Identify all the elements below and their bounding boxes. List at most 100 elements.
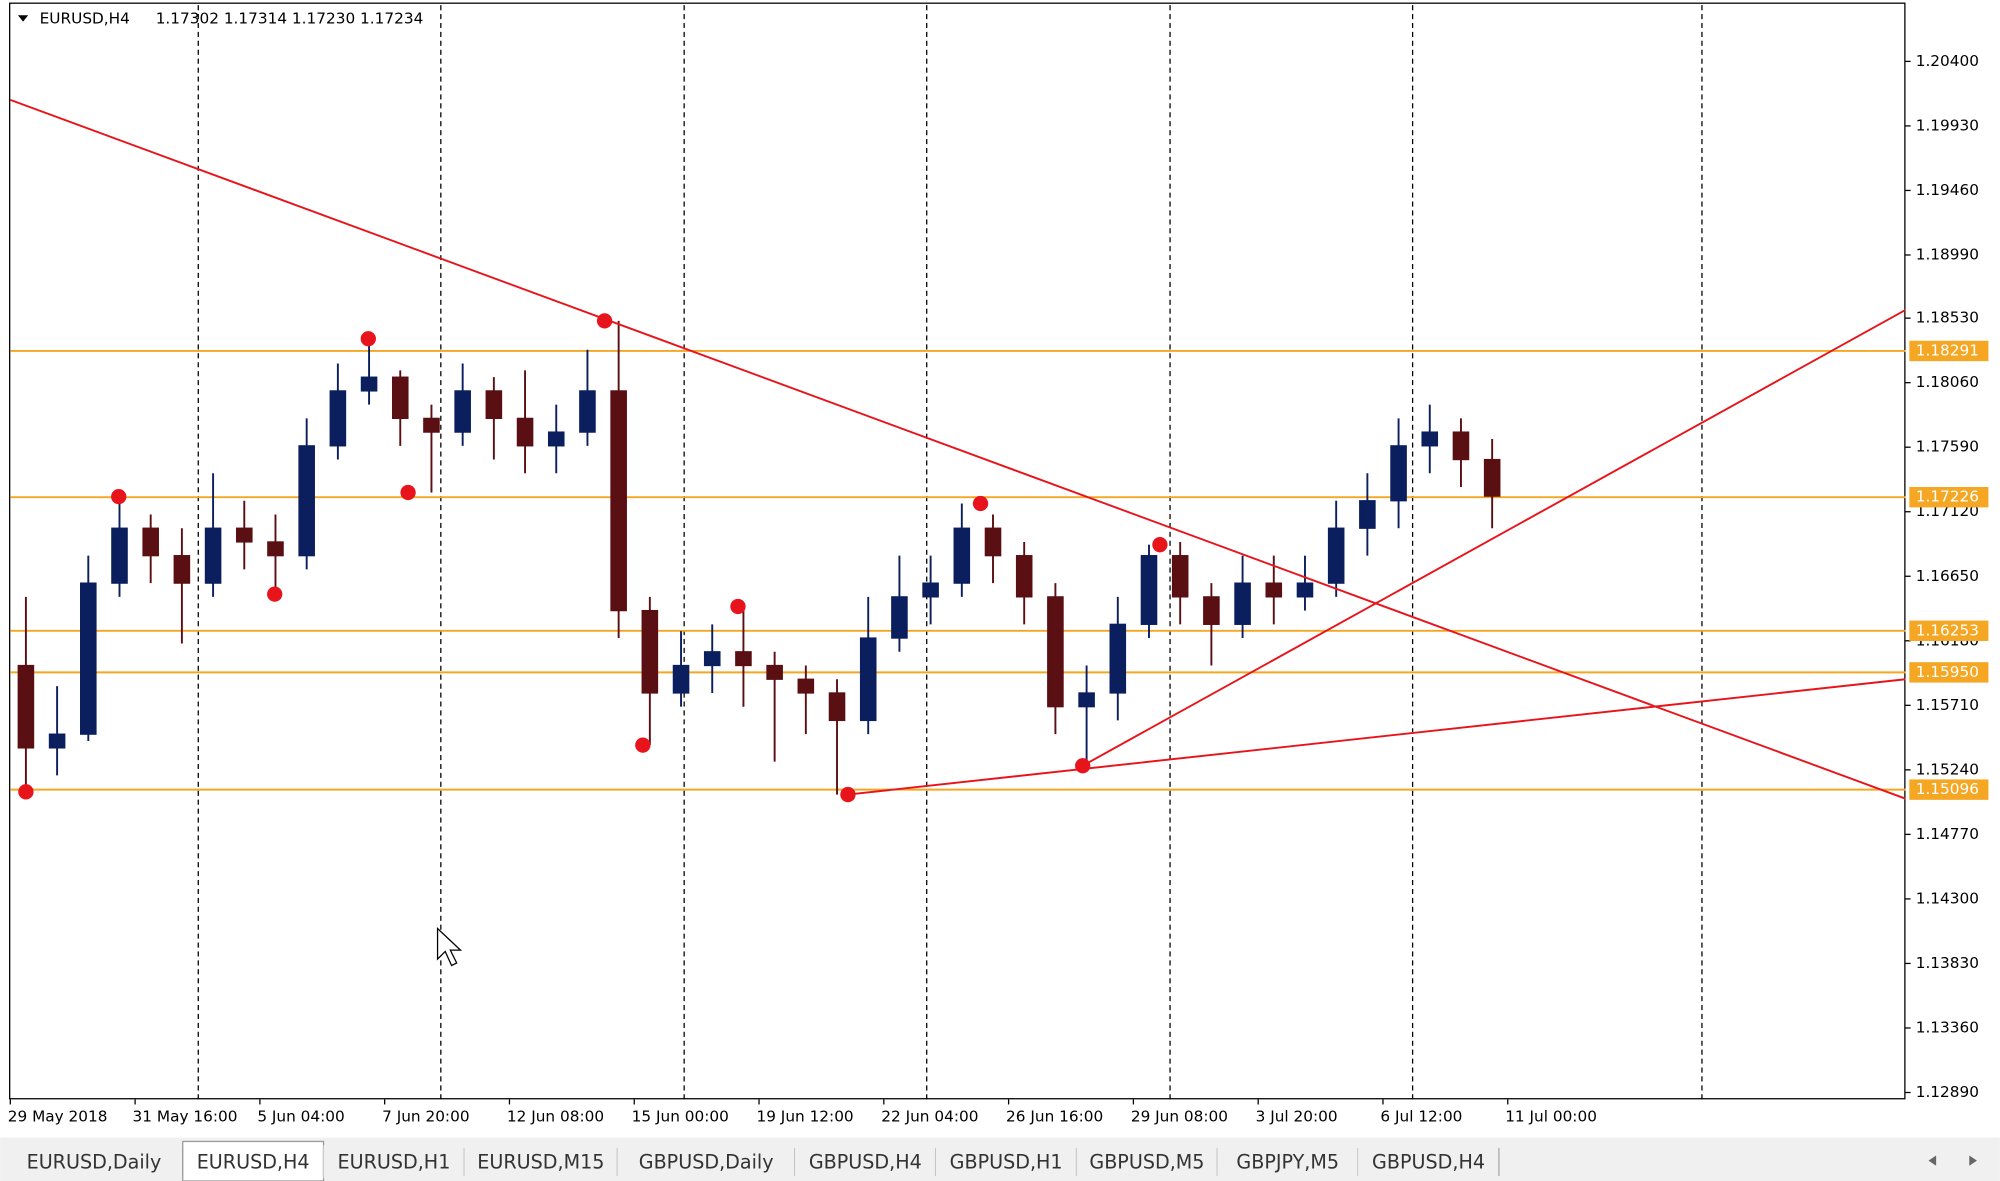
x-tick-label: 6 Jul 12:00 [1380, 1108, 1462, 1126]
chart-tab[interactable]: GBPUSD,H4 [794, 1145, 937, 1179]
candle-body [953, 527, 971, 584]
candle-body [1203, 596, 1220, 625]
tab-background [935, 1145, 1077, 1179]
candle-body [859, 637, 877, 722]
tab-label: GBPUSD,H4 [1372, 1151, 1485, 1174]
candle-body [516, 417, 534, 447]
candle-body [1140, 555, 1158, 625]
candle-body [48, 733, 66, 749]
candle-body [298, 445, 315, 557]
candle-body [80, 582, 97, 735]
pivot-point [596, 313, 613, 329]
candle-body [204, 527, 222, 584]
candle-body [1265, 582, 1283, 598]
price-level-label: 1.16253 [1916, 621, 1979, 639]
x-tick-label: 7 Jun 20:00 [382, 1108, 469, 1126]
candle-body [391, 376, 409, 420]
trend-line [9, 98, 1906, 800]
chart-tab[interactable]: EURUSD,Daily [5, 1145, 184, 1179]
chart-tab[interactable]: EURUSD,M15 [464, 1145, 619, 1179]
pivot-point [840, 786, 856, 803]
tab-label: GBPUSD,H4 [809, 1151, 922, 1174]
candle-body [1483, 458, 1501, 497]
candle-body [735, 651, 752, 667]
chart-layer: 1.20400 1.19930 1.19460 1.18990 1.18530 1.180… [8, 5, 1989, 1126]
y-tick-label: 1.13830 [1916, 954, 1979, 972]
x-tick-label: 29 May 2018 [8, 1108, 108, 1126]
tab-label: EURUSD,H4 [197, 1151, 310, 1174]
tab-background [464, 1145, 618, 1179]
x-tick-label: 3 Jul 20:00 [1256, 1108, 1338, 1126]
candle-body [1390, 445, 1407, 502]
y-tick-label: 1.18530 [1916, 309, 1979, 327]
tab-background [1358, 1145, 1499, 1179]
tab-background [617, 1145, 795, 1179]
symbol-title: EURUSD,H4 [40, 10, 130, 28]
candle-body [797, 678, 815, 694]
tab-background [1076, 1145, 1218, 1179]
y-tick-label: 1.18060 [1916, 373, 1979, 391]
pivot-point [972, 495, 989, 512]
x-tick-label: 15 Jun 00:00 [632, 1108, 729, 1126]
x-tick-label: 11 Jul 00:00 [1505, 1108, 1597, 1126]
tab-label: EURUSD,Daily [27, 1151, 162, 1174]
tab-background [182, 1140, 325, 1181]
chart-tab[interactable]: EURUSD,H4 [182, 1140, 325, 1181]
candle-body [1452, 431, 1470, 461]
price-level-tag [1909, 486, 1989, 508]
tab-background [323, 1145, 465, 1179]
pivot-point [400, 484, 416, 501]
tab-label: GBPUSD,H1 [950, 1151, 1063, 1174]
tab-background [794, 1145, 936, 1179]
candle-body [1327, 527, 1345, 584]
candle-body [703, 651, 721, 667]
chart-tab[interactable]: GBPUSD,H4 [1358, 1145, 1500, 1179]
chart-tab[interactable]: GBPUSD,H1 [935, 1145, 1078, 1179]
chart-tab[interactable]: GBPUSD,Daily [617, 1145, 796, 1179]
y-tick-label: 1.15710 [1916, 696, 1979, 714]
pivot-point [267, 586, 283, 602]
candle-body [454, 390, 471, 433]
candle-body [984, 527, 1002, 557]
mouse-cursor [436, 926, 463, 967]
candle-body [485, 390, 503, 420]
price-level-label: 1.18291 [1916, 341, 1979, 359]
candle-body [329, 390, 347, 447]
menu-arrow[interactable] [17, 15, 29, 22]
trend-line [1082, 309, 1906, 767]
price-level-tag [1909, 779, 1989, 800]
y-tick-label: 1.14300 [1916, 889, 1979, 907]
trend-line [847, 678, 1906, 796]
price-level-tag [1909, 662, 1989, 683]
tab-label: GBPUSD,M5 [1089, 1151, 1204, 1174]
candle-body [267, 541, 284, 557]
chart-tab[interactable]: GBPJPY,M5 [1217, 1145, 1359, 1179]
y-tick-label: 1.19460 [1916, 181, 1979, 199]
y-tick-label: 1.19930 [1916, 116, 1979, 134]
candle-body [828, 692, 846, 722]
candle-body [922, 582, 939, 598]
candle-body [111, 527, 128, 584]
candle-body [1359, 500, 1376, 529]
x-tick-label: 29 Jun 08:00 [1131, 1108, 1228, 1126]
candle-body [547, 431, 565, 447]
candle-body [235, 527, 253, 543]
chart-tab[interactable]: EURUSD,H1 [323, 1145, 465, 1179]
candle-body [1015, 555, 1033, 598]
x-tick-label: 5 Jun 04:00 [257, 1108, 344, 1126]
chart-tab[interactable]: GBPUSD,M5 [1076, 1145, 1218, 1179]
pivot-point [730, 598, 746, 615]
x-tick-label: 22 Jun 04:00 [881, 1108, 978, 1126]
quote: 1.17302 1.17314 1.17230 1.17234 [156, 10, 424, 28]
pivot-point [18, 784, 34, 800]
pivot-point [111, 488, 127, 505]
x-tick-label: 12 Jun 08:00 [507, 1108, 604, 1126]
y-tick-label: 1.15240 [1916, 760, 1979, 778]
candle-body [579, 390, 596, 433]
pivot-point [635, 737, 651, 753]
y-tick-label: 1.20400 [1916, 52, 1979, 70]
candle-body [423, 417, 440, 433]
y-tick-label: 1.18990 [1916, 245, 1979, 263]
